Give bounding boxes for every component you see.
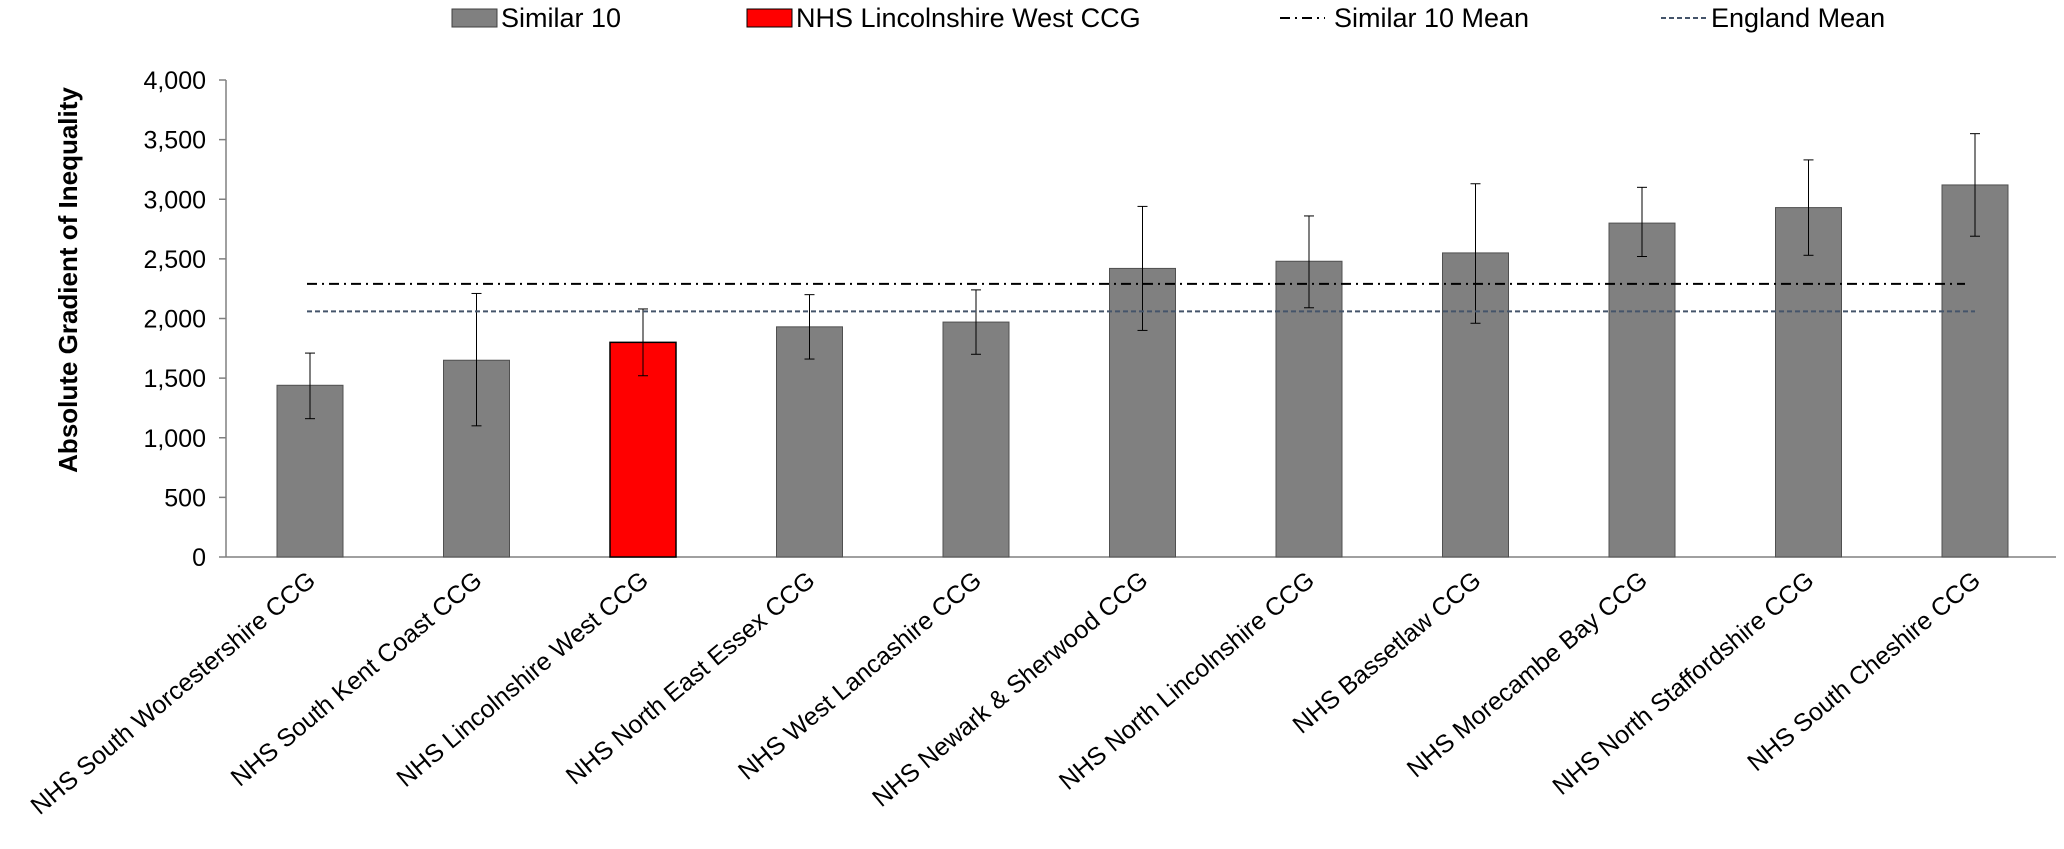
error-bars <box>305 133 1980 427</box>
x-category-label: NHS North Staffordshire CCG <box>1547 566 1819 801</box>
x-category-label: NHS Newark & Sherwood CCG <box>867 566 1153 813</box>
legend-swatch-similar-10 <box>451 8 498 28</box>
y-tick-label: 0 <box>192 544 206 572</box>
legend: Similar 10 NHS Lincolnshire West CCG Sim… <box>451 3 1885 33</box>
y-ticks: 0 500 1,000 1,500 2,000 2,500 3,000 3,500 4,000 <box>143 67 226 572</box>
y-axis-title: Absolute Gradient of Inequality <box>53 87 83 473</box>
y-tick-label: 4,000 <box>143 67 206 95</box>
y-tick-label: 3,500 <box>143 127 206 155</box>
y-tick-label: 3,000 <box>143 186 206 214</box>
bar <box>776 326 843 558</box>
legend-swatch-highlight <box>746 8 793 28</box>
bar <box>1608 222 1676 558</box>
bar <box>942 321 1010 558</box>
x-category-label: NHS Bassetlaw CCG <box>1287 566 1486 739</box>
mean-lines <box>307 282 1975 313</box>
legend-label-similar-mean: Similar 10 Mean <box>1334 3 1529 33</box>
legend-label-similar-10: Similar 10 <box>501 3 621 33</box>
bar <box>1941 184 2009 558</box>
y-tick-label: 2,000 <box>143 306 206 334</box>
y-tick-label: 2,500 <box>143 246 206 274</box>
legend-label-england-mean: England Mean <box>1711 3 1885 33</box>
bar <box>1775 207 1842 558</box>
legend-label-highlight: NHS Lincolnshire West CCG <box>796 3 1141 33</box>
y-tick-label: 1,000 <box>143 425 206 453</box>
y-tick-label: 500 <box>164 484 206 512</box>
x-category-label: NHS South Worcestershire CCG <box>25 566 320 820</box>
y-tick-label: 1,500 <box>143 365 206 393</box>
